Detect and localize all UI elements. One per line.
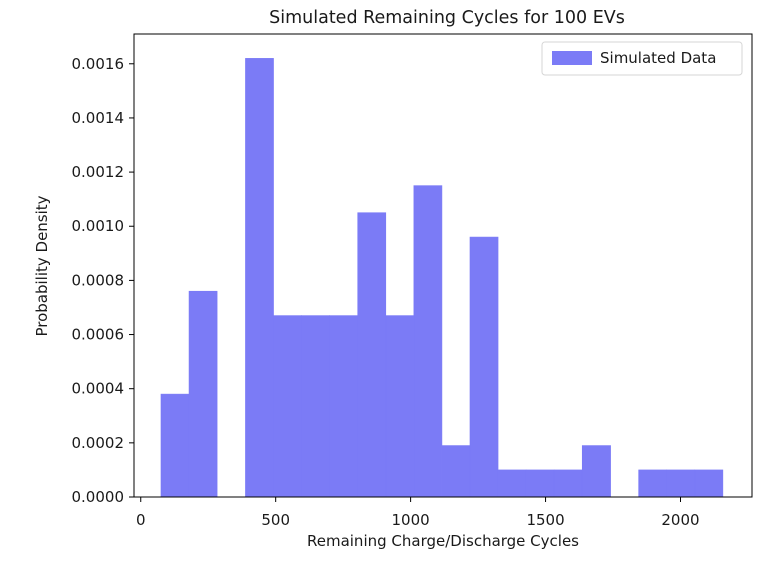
histogram-bar (357, 212, 387, 498)
y-tick-label: 0.0002 (72, 434, 125, 452)
y-tick-label: 0.0010 (72, 217, 125, 235)
y-tick-label: 0.0014 (72, 109, 125, 127)
histogram-bar (441, 445, 471, 498)
histogram-bar (188, 290, 218, 498)
x-tick-label: 1500 (526, 511, 564, 529)
histogram-bar (385, 315, 415, 498)
legend: Simulated Data (541, 41, 743, 76)
histogram-bars (160, 58, 724, 498)
plot-frame (133, 33, 753, 498)
histogram-bar (413, 185, 443, 498)
x-axis-ticks: 0 500 1000 1500 2000 (136, 497, 700, 529)
y-tick-label: 0.0008 (72, 271, 125, 289)
histogram-bar (273, 315, 302, 498)
x-tick-label: 0 (136, 511, 146, 529)
histogram-bar (301, 315, 330, 498)
histogram-bar (553, 469, 583, 498)
y-tick-label: 0.0004 (72, 380, 125, 398)
legend-swatch (552, 51, 592, 65)
chart-title: Simulated Remaining Cycles for 100 EVs (269, 8, 625, 28)
histogram-bar (525, 469, 555, 498)
x-axis-label: Remaining Charge/Discharge Cycles (307, 532, 579, 550)
x-tick-label: 500 (261, 511, 290, 529)
histogram-bar (329, 315, 359, 498)
y-axis-label: Probability Density (33, 195, 51, 336)
legend-label: Simulated Data (600, 49, 716, 67)
legend-box (541, 41, 743, 76)
x-tick-label: 2000 (661, 511, 699, 529)
y-tick-label: 0.0012 (72, 163, 125, 181)
histogram-bar (497, 469, 527, 498)
y-axis-ticks: 0.0000 0.0002 0.0004 0.0006 0.0008 0.0010 0.00… (72, 55, 134, 506)
y-tick-label: 0.0000 (72, 488, 125, 506)
histogram-bar (581, 445, 611, 498)
y-tick-label: 0.0006 (72, 326, 125, 344)
histogram-bar (666, 469, 696, 498)
histogram-bar (469, 236, 499, 498)
x-tick-label: 1000 (392, 511, 430, 529)
histogram-bar (638, 469, 668, 498)
y-tick-label: 0.0016 (72, 55, 125, 73)
histogram-bar (245, 58, 274, 498)
histogram-bar (694, 469, 724, 498)
histogram-bar (160, 393, 190, 498)
